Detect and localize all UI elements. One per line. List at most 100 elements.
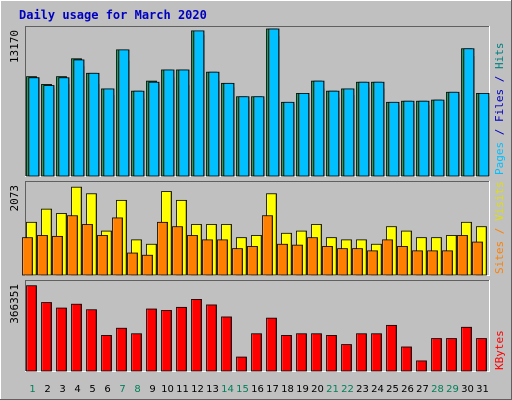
day-label-20: 20 — [311, 384, 324, 395]
panel-2: 2073 Sites / Visits — [8, 181, 506, 276]
day-label-26: 26 — [401, 384, 414, 395]
bar-sites-day-19 — [292, 244, 303, 276]
panel-2-legend-label: Sites / Visits — [493, 181, 506, 274]
day-label-27: 27 — [416, 384, 429, 395]
legend-part-2: / — [493, 122, 506, 142]
bar-pages-day-13 — [208, 71, 220, 177]
bar-sites-day-9 — [142, 254, 153, 276]
bar-pages-day-11 — [178, 69, 190, 177]
panel-3-legend-label: KBytes — [493, 330, 506, 370]
bar-sites-day-4 — [67, 215, 78, 276]
bar-pages-day-12 — [193, 30, 205, 177]
bar-pages-day-16 — [253, 96, 265, 177]
bar-sites-day-31 — [472, 241, 483, 276]
legend-part-2: / — [493, 221, 506, 241]
bar-pages-day-6 — [103, 88, 115, 177]
bar-sites-day-13 — [202, 239, 213, 276]
chart-title: Daily usage for March 2020 — [19, 8, 207, 22]
panel-3-bars — [26, 285, 487, 372]
bar-kbytes-day-3 — [56, 307, 67, 372]
bar-kbytes-day-25 — [386, 324, 397, 372]
day-label-1: 1 — [29, 384, 35, 395]
bar-sites-day-2 — [37, 235, 48, 276]
day-label-18: 18 — [281, 384, 294, 395]
bar-sites-day-22 — [337, 248, 348, 276]
panel-2-bars — [22, 186, 487, 276]
bar-sites-day-11 — [172, 226, 183, 276]
bar-pages-day-27 — [418, 100, 430, 177]
bar-kbytes-day-9 — [146, 308, 157, 372]
bar-kbytes-day-2 — [41, 302, 52, 372]
bar-pages-day-28 — [433, 99, 445, 177]
bar-pages-day-25 — [388, 101, 400, 177]
bar-sites-day-10 — [157, 221, 168, 276]
bar-kbytes-day-26 — [401, 346, 412, 372]
bar-sites-day-5 — [82, 224, 93, 276]
bar-kbytes-day-18 — [281, 335, 292, 372]
day-label-9: 9 — [149, 384, 155, 395]
bar-sites-day-8 — [127, 252, 138, 276]
bar-pages-day-3 — [58, 77, 70, 177]
day-label-2: 2 — [44, 384, 50, 395]
bar-sites-day-26 — [397, 246, 408, 276]
panel-3: 366351 KBytes — [8, 280, 506, 372]
legend-part-1: Pages — [493, 142, 506, 175]
day-label-17: 17 — [266, 384, 279, 395]
bar-kbytes-day-23 — [356, 333, 367, 372]
day-label-12: 12 — [191, 384, 204, 395]
day-label-6: 6 — [104, 384, 110, 395]
day-label-8: 8 — [134, 384, 140, 395]
bar-sites-day-27 — [412, 250, 423, 276]
bar-sites-day-7 — [112, 217, 123, 276]
bar-kbytes-day-6 — [101, 335, 112, 372]
bar-kbytes-day-30 — [461, 326, 472, 372]
bar-pages-day-15 — [238, 96, 250, 177]
bar-kbytes-day-5 — [86, 309, 97, 372]
bar-sites-day-28 — [427, 250, 438, 276]
bar-pages-day-8 — [133, 90, 145, 177]
day-label-22: 22 — [341, 384, 354, 395]
bar-pages-day-14 — [223, 82, 235, 177]
day-label-16: 16 — [251, 384, 264, 395]
bar-sites-day-25 — [382, 239, 393, 276]
day-label-23: 23 — [356, 384, 369, 395]
panel-1: 13170 Pages / Files / Hits — [8, 26, 506, 177]
bar-pages-day-19 — [298, 93, 310, 177]
panel-1-bars — [26, 28, 490, 177]
bar-pages-day-29 — [448, 91, 460, 177]
bar-kbytes-day-13 — [206, 304, 217, 372]
bar-kbytes-day-21 — [326, 335, 337, 372]
day-label-21: 21 — [326, 384, 339, 395]
bar-sites-day-21 — [322, 246, 333, 276]
legend-part-5: Hits — [493, 43, 506, 70]
panel-2-max-label: 2073 — [8, 185, 21, 212]
legend-part-3: Files — [493, 89, 506, 122]
day-label-10: 10 — [161, 384, 174, 395]
bar-pages-day-20 — [313, 80, 325, 177]
bar-sites-day-12 — [187, 235, 198, 276]
bar-pages-day-4 — [73, 59, 85, 177]
bar-sites-day-18 — [277, 243, 288, 276]
bar-sites-day-1 — [22, 237, 33, 276]
day-label-4: 4 — [74, 384, 80, 395]
bar-kbytes-day-10 — [161, 310, 172, 372]
day-label-15: 15 — [236, 384, 249, 395]
bar-sites-day-23 — [352, 248, 363, 276]
bar-kbytes-day-1 — [26, 285, 37, 372]
day-axis-labels: 1 2 3 4 5 6 7 8 9 10 11 12 13 14 15 16 17 18 19 20 21 22 23 24 2… — [29, 384, 489, 395]
day-label-28: 28 — [431, 384, 444, 395]
bar-sites-day-30 — [457, 235, 468, 276]
day-label-25: 25 — [386, 384, 399, 395]
bar-pages-day-23 — [358, 81, 370, 177]
bar-kbytes-day-22 — [341, 344, 352, 372]
day-label-5: 5 — [89, 384, 95, 395]
panel-1-legend-label: Pages / Files / Hits — [493, 43, 506, 176]
day-label-3: 3 — [59, 384, 65, 395]
day-label-29: 29 — [446, 384, 459, 395]
bar-kbytes-day-12 — [191, 299, 202, 372]
bar-pages-day-7 — [118, 49, 130, 177]
bar-pages-day-9 — [148, 81, 160, 177]
day-label-31: 31 — [476, 384, 489, 395]
